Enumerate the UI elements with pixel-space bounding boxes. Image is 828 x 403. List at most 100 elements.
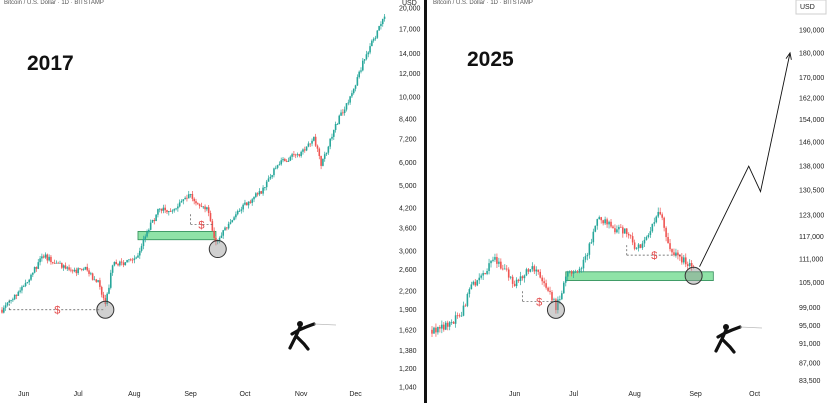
candle-body bbox=[448, 322, 451, 327]
candle-body bbox=[507, 269, 510, 278]
candle-body bbox=[57, 262, 60, 264]
candle-body bbox=[265, 181, 268, 188]
candle-body bbox=[296, 154, 299, 156]
candle-body bbox=[608, 221, 610, 225]
candle-body bbox=[13, 294, 16, 300]
candle-body bbox=[146, 231, 148, 237]
candle-body bbox=[639, 244, 642, 248]
liquidity-label: $ bbox=[536, 296, 542, 308]
candle-body bbox=[358, 71, 360, 78]
candle-body bbox=[527, 269, 530, 272]
candle-body bbox=[19, 290, 21, 292]
candle-body bbox=[351, 93, 353, 97]
candle-body bbox=[229, 222, 232, 224]
candle-body bbox=[468, 289, 471, 294]
time-axis[interactable]: Jun Jul Aug Sep Oct bbox=[509, 391, 760, 398]
y-tick-label: 190,000 bbox=[799, 27, 824, 34]
candle-body bbox=[249, 201, 252, 203]
candle-body bbox=[327, 146, 330, 153]
candle-body bbox=[180, 201, 183, 203]
candle-body bbox=[189, 194, 192, 195]
candle-body bbox=[42, 256, 45, 258]
candle-body bbox=[496, 257, 498, 264]
candle-body bbox=[594, 225, 597, 232]
candle-body bbox=[84, 266, 87, 270]
candle-body bbox=[39, 258, 41, 263]
candle-body bbox=[651, 223, 654, 232]
y-tick-label: 146,000 bbox=[799, 140, 824, 147]
symbol-header: Bitcoin / U.S. Dollar · 1D · BITSTAMP bbox=[433, 0, 533, 6]
candle-body bbox=[267, 178, 270, 182]
y-tick-label: 2,600 bbox=[399, 267, 417, 274]
candle-body bbox=[566, 271, 569, 277]
currency-button[interactable] bbox=[795, 0, 827, 15]
candle-body bbox=[582, 259, 585, 269]
candle-body bbox=[111, 265, 114, 273]
candle-body bbox=[71, 270, 74, 272]
x-tick-label: Jul bbox=[569, 391, 578, 398]
candle-body bbox=[48, 256, 50, 261]
candle-body bbox=[211, 221, 214, 231]
currency-label: USD bbox=[402, 0, 417, 7]
chart-title: 2017 bbox=[27, 52, 74, 75]
candle-body bbox=[590, 242, 593, 244]
candle-body bbox=[365, 54, 368, 60]
candle-body bbox=[187, 194, 190, 199]
liquidity-label: $ bbox=[54, 305, 60, 317]
candle-body bbox=[197, 203, 199, 205]
candle-body bbox=[631, 236, 634, 243]
candle-body bbox=[450, 321, 453, 323]
candle-body bbox=[653, 222, 656, 224]
candle-body bbox=[484, 273, 486, 275]
candle-body bbox=[169, 211, 172, 212]
candle-body bbox=[309, 143, 312, 145]
candle-body bbox=[41, 256, 43, 259]
candle-body bbox=[144, 236, 147, 240]
candle-body bbox=[305, 146, 308, 151]
candle-body bbox=[336, 124, 339, 125]
sweep-circle bbox=[684, 266, 703, 285]
candle-body bbox=[158, 208, 161, 210]
candle-body bbox=[559, 299, 561, 301]
x-tick-label: Sep bbox=[184, 391, 197, 398]
candle-body bbox=[592, 231, 595, 243]
candle-body bbox=[193, 198, 195, 202]
candle-body bbox=[128, 259, 130, 261]
candle-body bbox=[86, 266, 89, 271]
candle-body bbox=[435, 327, 437, 333]
candle-body bbox=[622, 227, 624, 234]
candle-body bbox=[4, 305, 7, 308]
time-axis[interactable]: Jun Jul Aug Sep Oct Nov Dec bbox=[18, 391, 362, 398]
candle-body bbox=[578, 268, 581, 272]
candle-body bbox=[584, 256, 587, 260]
candle-body bbox=[472, 281, 475, 285]
price-axis[interactable]: 190,000 180,000 170,000 162,000 154,000 146,0… bbox=[799, 27, 824, 384]
y-tick-label: 87,000 bbox=[799, 360, 821, 367]
candle-body bbox=[149, 222, 152, 230]
y-tick-label: 111,000 bbox=[799, 256, 823, 263]
candle-body bbox=[331, 136, 333, 139]
price-axis[interactable]: 20,000 17,000 14,000 12,000 10,000 8,400 7,200… bbox=[399, 6, 421, 392]
candle-body bbox=[126, 260, 128, 263]
candle-body bbox=[255, 193, 257, 197]
candle-body bbox=[340, 112, 342, 116]
candle-body bbox=[616, 229, 618, 233]
candle-body bbox=[50, 256, 52, 263]
candle-body bbox=[216, 241, 219, 242]
candle-body bbox=[61, 262, 63, 268]
candle-body bbox=[437, 327, 439, 333]
candle-body bbox=[195, 201, 197, 204]
candle-body bbox=[242, 204, 244, 210]
candle-body bbox=[529, 269, 532, 272]
x-tick-label: Nov bbox=[295, 391, 308, 398]
candle-body bbox=[563, 282, 565, 294]
candle-body bbox=[311, 140, 313, 144]
candle-body bbox=[649, 231, 652, 235]
candle-body bbox=[614, 228, 616, 233]
support-zone bbox=[565, 271, 714, 282]
candle-body bbox=[66, 267, 69, 269]
candle-body bbox=[576, 271, 579, 273]
candle-body bbox=[452, 321, 455, 324]
candle-body bbox=[99, 280, 101, 287]
